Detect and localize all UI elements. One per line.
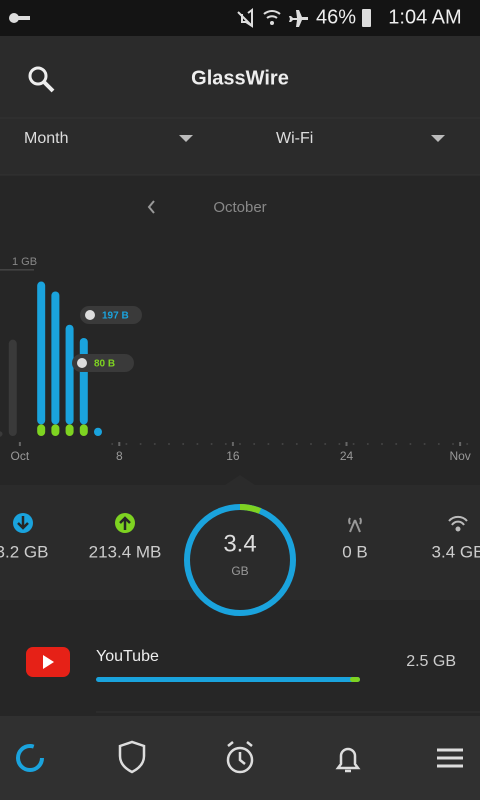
baseline-dot bbox=[239, 443, 241, 445]
download-total: 3.2 GB bbox=[0, 542, 48, 561]
baseline-dot bbox=[253, 443, 256, 445]
status-icons bbox=[237, 8, 371, 28]
app-icon bbox=[77, 358, 87, 368]
total-unit: GB bbox=[231, 564, 248, 578]
baseline-dot bbox=[423, 443, 426, 445]
x-tick-label: 16 bbox=[226, 449, 240, 463]
annotation-label: 80 B bbox=[94, 359, 115, 370]
bar bbox=[65, 424, 74, 436]
baseline-dot bbox=[466, 443, 469, 445]
status-bar bbox=[0, 0, 480, 36]
clock: 1:04 AM bbox=[388, 6, 461, 28]
network-label: Wi-Fi bbox=[276, 130, 313, 147]
usage-chart: 1 GB Oct 8 16 24 Nov 197 B 80 B bbox=[0, 256, 471, 463]
baseline-dot bbox=[366, 443, 369, 445]
baseline-dot bbox=[182, 443, 185, 445]
app-usage: 2.5 GB bbox=[406, 653, 456, 670]
bar bbox=[93, 427, 102, 436]
wifi-total: 3.4 GB bbox=[432, 542, 480, 561]
upload-total: 213.4 MB bbox=[89, 542, 162, 561]
battery-level: 46% bbox=[316, 6, 356, 28]
wifi-icon bbox=[448, 515, 468, 532]
baseline-dot bbox=[338, 443, 341, 445]
baseline-dot bbox=[210, 443, 213, 445]
x-tick-label: 8 bbox=[116, 449, 123, 463]
total-value: 3.4 bbox=[223, 530, 256, 557]
baseline-dot bbox=[111, 443, 114, 445]
bar bbox=[65, 324, 74, 425]
upload-arc bbox=[239, 504, 262, 514]
app-name: YouTube bbox=[96, 648, 159, 665]
previous-month-button[interactable] bbox=[147, 200, 155, 214]
baseline-dot bbox=[310, 443, 313, 445]
app-upload-bar bbox=[350, 677, 360, 682]
upload-icon bbox=[115, 513, 135, 533]
baseline-dot bbox=[381, 443, 384, 445]
app-title: GlassWire bbox=[191, 67, 289, 89]
x-tick-label: 24 bbox=[340, 449, 354, 463]
baseline-dot bbox=[196, 443, 199, 445]
bar bbox=[79, 424, 88, 436]
bar bbox=[37, 281, 46, 425]
baseline-dot bbox=[139, 443, 142, 445]
bar bbox=[51, 291, 60, 425]
alarm-tab[interactable] bbox=[226, 741, 254, 774]
mobile-total: 0 B bbox=[342, 542, 368, 561]
baseline-dot bbox=[395, 443, 398, 445]
search-button[interactable] bbox=[28, 66, 55, 93]
annotation-label: 197 B bbox=[102, 311, 129, 322]
baseline-dot bbox=[125, 443, 128, 445]
x-tick-label: Oct bbox=[11, 449, 30, 463]
x-tick-label: Nov bbox=[449, 449, 470, 463]
download-icon bbox=[13, 513, 33, 533]
baseline-dot bbox=[352, 443, 355, 445]
graph-tab[interactable] bbox=[16, 744, 44, 772]
app-row[interactable]: YouTube 2.5 GB bbox=[26, 647, 456, 682]
bar bbox=[79, 338, 88, 425]
month-label: October bbox=[213, 199, 266, 216]
y-tick-label: 1 GB bbox=[12, 256, 37, 268]
menu-button[interactable] bbox=[437, 748, 463, 768]
bar bbox=[37, 424, 46, 436]
period-dropdown[interactable]: Month bbox=[24, 130, 193, 147]
baseline-dot bbox=[267, 443, 270, 445]
alerts-tab[interactable] bbox=[335, 747, 361, 773]
bar bbox=[51, 424, 60, 436]
header bbox=[0, 36, 480, 175]
app-usage-bar bbox=[96, 677, 360, 682]
mobile-icon bbox=[348, 517, 362, 533]
baseline-dot bbox=[295, 443, 298, 445]
bar bbox=[8, 339, 17, 436]
baseline-dot bbox=[224, 443, 227, 445]
firewall-tab[interactable] bbox=[118, 740, 146, 774]
baseline-dot bbox=[281, 443, 284, 445]
key-icon bbox=[9, 13, 30, 23]
play-glyph bbox=[43, 655, 54, 669]
baseline-dot bbox=[452, 443, 455, 445]
annotation-bubble bbox=[80, 306, 142, 324]
baseline-dot bbox=[324, 443, 327, 445]
baseline-dot bbox=[167, 443, 170, 445]
baseline-dot bbox=[437, 443, 440, 445]
app-icon bbox=[85, 310, 95, 320]
network-dropdown[interactable]: Wi-Fi bbox=[276, 130, 445, 147]
baseline-dot bbox=[409, 443, 412, 445]
annotation-bubble bbox=[72, 354, 134, 372]
pointer bbox=[225, 475, 255, 485]
bar bbox=[0, 431, 3, 437]
baseline-dot bbox=[153, 443, 156, 445]
period-label: Month bbox=[24, 130, 68, 147]
